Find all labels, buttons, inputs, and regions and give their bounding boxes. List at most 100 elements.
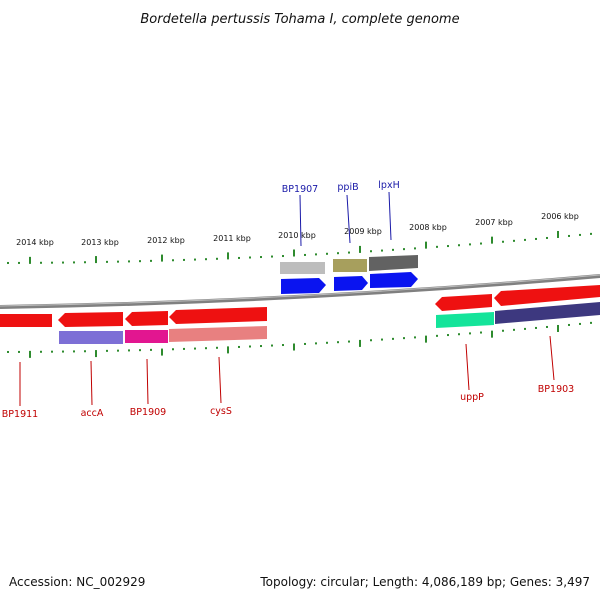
minor-tick <box>546 236 548 239</box>
minor-tick <box>106 260 108 263</box>
minor-tick <box>73 350 75 353</box>
major-tick <box>227 346 229 354</box>
minor-tick <box>106 349 108 352</box>
gene-label-accA[interactable]: accA <box>81 408 104 419</box>
gene-ppiB[interactable] <box>334 276 368 291</box>
gene-cysS[interactable] <box>169 307 267 324</box>
minor-tick <box>590 321 592 324</box>
minor-tick <box>590 232 592 235</box>
gene-accA[interactable] <box>58 312 123 327</box>
minor-tick <box>370 339 372 342</box>
minor-tick <box>326 341 328 344</box>
gene-label-cysS[interactable]: cysS <box>210 406 232 417</box>
minor-tick <box>513 328 515 331</box>
minor-tick <box>337 341 339 344</box>
minor-tick <box>348 340 350 343</box>
major-tick <box>557 324 559 332</box>
minor-tick <box>84 350 86 353</box>
major-tick <box>425 241 427 249</box>
cog-bar-bp1903 <box>495 302 600 324</box>
minor-tick <box>18 261 20 264</box>
scale-ticks-top <box>7 230 592 264</box>
major-tick <box>161 348 163 356</box>
gene-label-bp1909[interactable]: BP1909 <box>130 407 166 418</box>
minor-tick <box>392 337 394 340</box>
gene-label-bp1903[interactable]: BP1903 <box>538 384 574 395</box>
major-tick <box>95 350 97 358</box>
minor-tick <box>524 238 526 241</box>
major-tick <box>491 236 493 244</box>
accession-text: Accession: NC_002929 <box>9 575 145 589</box>
gene-label-lpxH[interactable]: lpxH <box>378 180 399 191</box>
gene-bp1907[interactable] <box>281 278 326 294</box>
major-tick <box>227 252 229 260</box>
major-tick <box>359 245 361 253</box>
major-tick <box>29 256 31 264</box>
major-tick <box>557 230 559 238</box>
minor-tick <box>249 345 251 348</box>
leader-bp1907 <box>299 194 302 247</box>
minor-tick <box>194 258 196 261</box>
minor-tick <box>436 334 438 337</box>
cog-bars-upper <box>280 255 418 274</box>
gene-bp1903[interactable] <box>494 285 600 306</box>
gene-lpxH[interactable] <box>370 272 418 288</box>
minor-tick <box>238 345 240 348</box>
gene-bp1909[interactable] <box>125 311 168 326</box>
minor-tick <box>568 234 570 237</box>
minor-tick <box>535 237 537 240</box>
minor-tick <box>524 327 526 330</box>
leader-cysS <box>218 356 222 404</box>
leader-accA <box>90 360 93 406</box>
minor-tick <box>183 347 185 350</box>
minor-tick <box>84 261 86 264</box>
leader-lpxH <box>388 191 392 241</box>
major-tick <box>425 335 427 343</box>
scale-label-2007: 2007 kbp <box>475 218 513 227</box>
minor-tick <box>260 256 262 259</box>
minor-tick <box>62 350 64 353</box>
minor-tick <box>194 347 196 350</box>
minor-tick <box>447 245 449 248</box>
minor-tick <box>337 252 339 255</box>
minor-tick <box>117 349 119 352</box>
topology-summary: Topology: circular; Length: 4,086,189 bp… <box>259 575 590 589</box>
minor-tick <box>546 325 548 328</box>
gene-label-ppiB[interactable]: ppiB <box>337 182 358 193</box>
minor-tick <box>469 243 471 246</box>
minor-tick <box>326 252 328 255</box>
minor-tick <box>150 348 152 351</box>
cog-bar-lpxH <box>369 255 418 271</box>
minor-tick <box>436 245 438 248</box>
minor-tick <box>502 240 504 243</box>
gene-label-bp1911[interactable]: BP1911 <box>2 409 38 420</box>
gene-label-bp1907[interactable]: BP1907 <box>282 184 318 195</box>
scale-label-2010: 2010 kbp <box>278 231 316 240</box>
minor-tick <box>238 256 240 259</box>
major-tick <box>29 350 31 358</box>
minor-tick <box>205 347 207 350</box>
major-tick <box>161 254 163 262</box>
minor-tick <box>513 239 515 242</box>
minor-tick <box>128 349 130 352</box>
major-tick <box>95 256 97 264</box>
leader-uppP <box>465 343 470 391</box>
gene-bp1911[interactable] <box>0 314 52 327</box>
minor-tick <box>249 256 251 259</box>
major-tick <box>293 249 295 257</box>
major-tick <box>491 330 493 338</box>
minor-tick <box>40 261 42 264</box>
gene-labels: BP1907 ppiB lpxH BP1911 accA BP1909 cysS… <box>2 180 574 420</box>
minor-tick <box>381 338 383 341</box>
cog-bar-cysS <box>169 326 267 342</box>
minor-tick <box>579 233 581 236</box>
gene-uppP[interactable] <box>435 294 492 311</box>
gene-label-uppP[interactable]: uppP <box>460 392 484 403</box>
scale-label-2012: 2012 kbp <box>147 236 185 245</box>
major-tick <box>293 343 295 351</box>
minor-tick <box>469 332 471 335</box>
minor-tick <box>315 253 317 256</box>
minor-tick <box>458 244 460 247</box>
minor-tick <box>7 261 9 264</box>
